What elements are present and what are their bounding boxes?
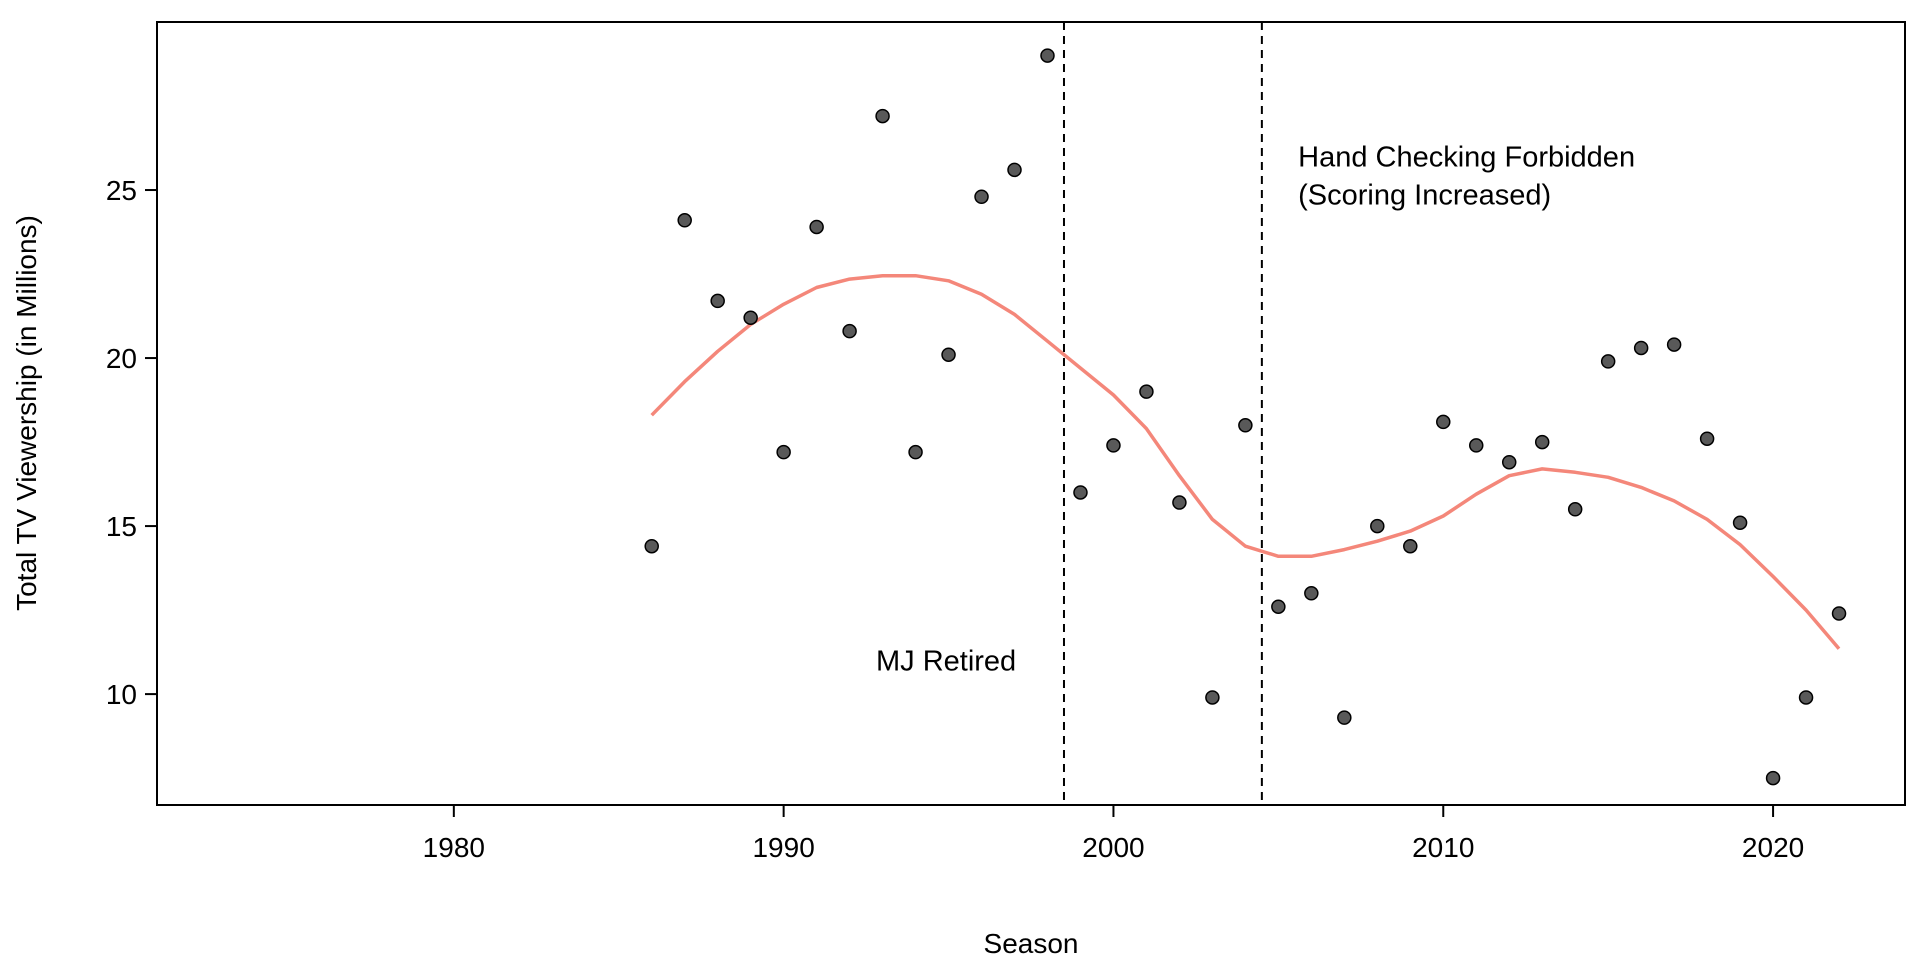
data-point [908, 444, 923, 460]
data-point [743, 310, 758, 325]
y-axis: 10 15 20 25 [106, 175, 157, 710]
data-point [1403, 538, 1418, 554]
x-tick-label: 2000 [1082, 832, 1144, 863]
data-point [1699, 431, 1715, 446]
x-axis-title: Season [984, 928, 1079, 959]
data-point [1172, 495, 1187, 510]
data-point [677, 213, 692, 228]
data-point [1666, 337, 1682, 352]
plot-frame [156, 21, 1906, 806]
data-point [1633, 340, 1649, 356]
data-point [1436, 414, 1451, 430]
x-tick-label: 2010 [1412, 832, 1474, 863]
data-point [1238, 418, 1253, 433]
trend-line-group [650, 273, 1841, 650]
data-point [1370, 518, 1385, 534]
data-point [1337, 710, 1352, 725]
data-point [644, 538, 659, 554]
x-axis: 1980 1990 2000 2010 2020 [423, 805, 1804, 863]
data-point [1468, 438, 1484, 453]
trend-line [650, 273, 1841, 650]
data-point [875, 108, 890, 124]
data-point [1106, 438, 1121, 453]
y-tick-label: 15 [106, 511, 137, 542]
data-point [1007, 162, 1022, 178]
data-point [1600, 354, 1616, 369]
x-tick-label: 1980 [423, 832, 485, 863]
data-point [1271, 599, 1286, 614]
annotations: MJ Retired Hand Checking Forbidden (Scorin… [876, 142, 1635, 678]
annotation-text: Hand Checking Forbidden (Scoring Increase… [1298, 142, 1635, 212]
x-tick-label: 2020 [1742, 832, 1804, 863]
data-point [974, 189, 989, 204]
data-point [809, 219, 824, 235]
data-point [1304, 586, 1319, 601]
y-axis-title: Total TV Viewership (in Millions) [11, 215, 42, 611]
y-tick-label: 10 [106, 679, 137, 710]
y-tick-label: 20 [106, 343, 137, 374]
data-point [1534, 434, 1550, 450]
data-points [644, 48, 1847, 786]
data-point [1139, 384, 1154, 399]
data-point [842, 323, 857, 339]
annotation-text: MJ Retired [876, 646, 1016, 678]
data-point [710, 293, 725, 309]
x-tick-label: 1990 [752, 832, 814, 863]
data-point [776, 444, 791, 460]
data-point [941, 347, 956, 362]
y-tick-label: 25 [106, 175, 137, 206]
data-point [1501, 454, 1517, 470]
data-point [1765, 770, 1781, 786]
data-point [1831, 606, 1847, 621]
data-point [1040, 48, 1055, 63]
data-point [1732, 515, 1748, 530]
data-point [1798, 690, 1814, 705]
data-point [1205, 690, 1220, 705]
reference-lines [1062, 22, 1263, 805]
data-point [1073, 485, 1088, 500]
data-point [1567, 502, 1583, 517]
